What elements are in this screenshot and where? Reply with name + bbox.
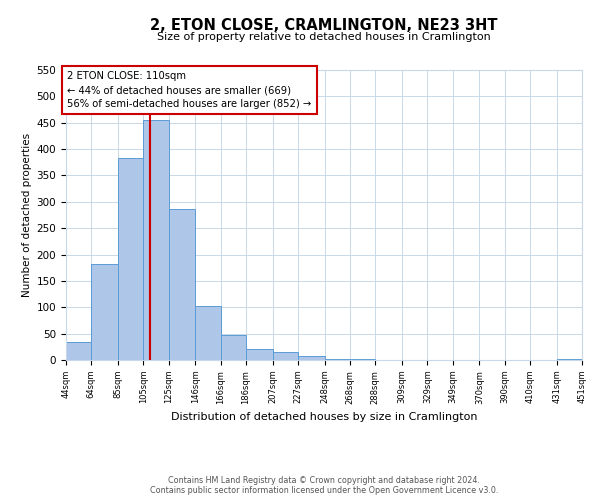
X-axis label: Distribution of detached houses by size in Cramlington: Distribution of detached houses by size …	[171, 412, 477, 422]
Y-axis label: Number of detached properties: Number of detached properties	[22, 133, 32, 297]
Text: Contains public sector information licensed under the Open Government Licence v3: Contains public sector information licen…	[150, 486, 498, 495]
Text: 2, ETON CLOSE, CRAMLINGTON, NE23 3HT: 2, ETON CLOSE, CRAMLINGTON, NE23 3HT	[150, 18, 498, 32]
Bar	[221, 334, 246, 360]
Bar	[66, 342, 91, 360]
Bar	[298, 356, 325, 360]
Bar	[325, 359, 350, 360]
Text: Contains HM Land Registry data © Crown copyright and database right 2024.: Contains HM Land Registry data © Crown c…	[168, 476, 480, 485]
Bar	[118, 158, 143, 360]
Bar	[196, 306, 221, 360]
Text: 2 ETON CLOSE: 110sqm
← 44% of detached houses are smaller (669)
56% of semi-deta: 2 ETON CLOSE: 110sqm ← 44% of detached h…	[67, 71, 311, 109]
Bar	[91, 264, 118, 360]
Text: Size of property relative to detached houses in Cramlington: Size of property relative to detached ho…	[157, 32, 491, 42]
Bar	[143, 120, 169, 360]
Bar	[169, 208, 196, 360]
Bar	[246, 350, 272, 360]
Bar	[272, 352, 298, 360]
